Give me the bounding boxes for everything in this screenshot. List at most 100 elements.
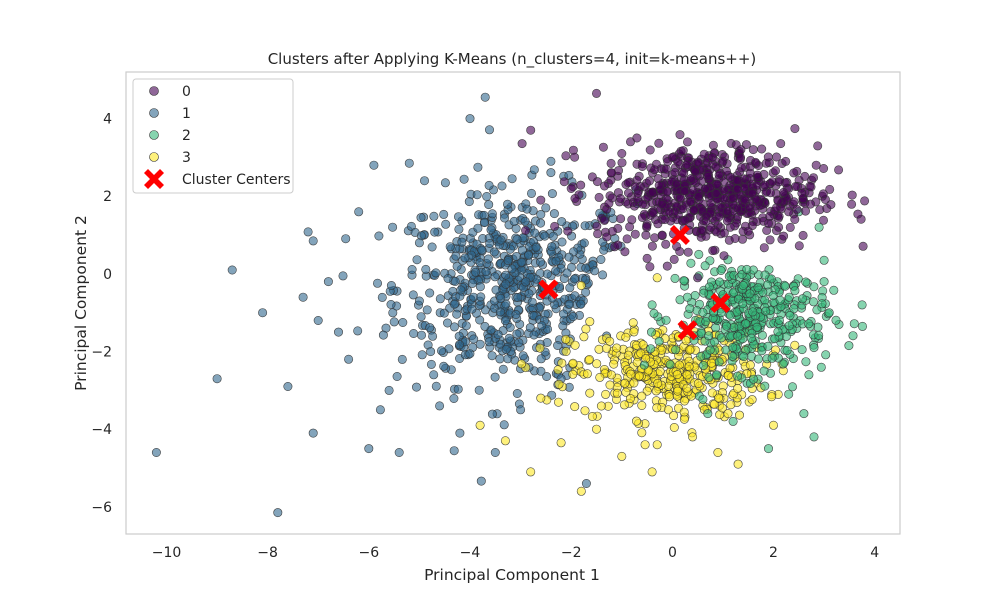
point-2 — [787, 382, 797, 392]
point-3 — [790, 340, 800, 350]
point-1 — [536, 366, 546, 376]
point-0 — [790, 124, 800, 134]
y-tick-label: 4 — [103, 112, 112, 128]
point-0 — [591, 88, 601, 98]
x-tick-label: −4 — [460, 545, 481, 561]
point-0 — [671, 179, 681, 189]
point-0 — [623, 178, 633, 188]
point-1 — [536, 218, 546, 228]
point-2 — [694, 249, 704, 259]
point-1 — [546, 156, 556, 166]
point-1 — [422, 305, 432, 315]
point-1 — [338, 271, 348, 281]
point-1 — [504, 333, 514, 343]
point-0 — [779, 187, 789, 197]
point-3 — [682, 370, 692, 380]
point-1 — [483, 254, 493, 264]
point-1 — [502, 199, 512, 209]
point-2 — [790, 286, 800, 296]
point-1 — [445, 242, 455, 252]
point-0 — [521, 226, 531, 236]
point-1 — [549, 209, 559, 219]
point-0 — [689, 205, 699, 215]
point-3 — [733, 459, 743, 469]
point-1 — [565, 299, 575, 309]
point-0 — [678, 204, 688, 214]
point-3 — [634, 371, 644, 381]
point-2 — [714, 357, 724, 367]
y-tick-label: 2 — [103, 189, 112, 205]
point-1 — [353, 326, 363, 336]
point-0 — [680, 186, 690, 196]
point-1 — [487, 209, 497, 219]
point-3 — [637, 400, 647, 410]
x-axis-label: Principal Component 1 — [424, 566, 600, 584]
point-0 — [774, 222, 784, 232]
point-1 — [537, 321, 547, 331]
point-3 — [553, 365, 563, 375]
point-2 — [809, 282, 819, 292]
point-0 — [699, 149, 709, 159]
point-1 — [412, 255, 422, 265]
point-2 — [665, 359, 675, 369]
point-1 — [313, 315, 323, 325]
point-1 — [416, 330, 426, 340]
point-1 — [490, 272, 500, 282]
point-0 — [661, 164, 671, 174]
point-1 — [431, 381, 441, 391]
point-1 — [521, 277, 531, 287]
point-2 — [797, 294, 807, 304]
point-1 — [531, 243, 541, 253]
point-2 — [797, 345, 807, 355]
point-3 — [584, 354, 594, 364]
point-1 — [500, 316, 510, 326]
point-0 — [606, 158, 616, 168]
point-1 — [414, 238, 424, 248]
point-0 — [642, 221, 652, 231]
point-2 — [728, 416, 738, 426]
point-1 — [481, 266, 491, 276]
point-1 — [375, 405, 385, 415]
point-3 — [612, 343, 622, 353]
series-3 — [475, 273, 800, 496]
point-2 — [639, 360, 649, 370]
point-2 — [661, 315, 671, 325]
point-0 — [719, 251, 729, 261]
point-1 — [562, 268, 572, 278]
point-0 — [708, 246, 718, 256]
legend-label-cluster-centers: Cluster Centers — [182, 172, 291, 188]
point-3 — [652, 273, 662, 283]
point-1 — [435, 294, 445, 304]
point-0 — [728, 193, 738, 203]
point-3 — [516, 359, 526, 369]
point-0 — [743, 226, 753, 236]
point-1 — [516, 405, 526, 415]
point-1 — [564, 252, 574, 262]
point-0 — [536, 195, 546, 205]
point-1 — [333, 327, 343, 337]
point-0 — [784, 207, 794, 217]
point-1 — [542, 337, 552, 347]
point-0 — [688, 186, 698, 196]
y-tick-label: −6 — [91, 500, 112, 516]
point-1 — [495, 339, 505, 349]
point-3 — [553, 397, 563, 407]
point-0 — [789, 168, 799, 178]
point-1 — [551, 256, 561, 266]
point-2 — [775, 295, 785, 305]
point-0 — [599, 215, 609, 225]
point-3 — [619, 400, 629, 410]
point-0 — [732, 184, 742, 194]
point-3 — [612, 388, 622, 398]
point-2 — [782, 345, 792, 355]
point-0 — [604, 199, 614, 209]
point-2 — [844, 341, 854, 351]
point-2 — [679, 276, 689, 286]
point-3 — [581, 324, 591, 334]
point-0 — [719, 185, 729, 195]
point-0 — [630, 229, 640, 239]
point-1 — [465, 349, 475, 359]
point-0 — [647, 241, 657, 251]
point-2 — [733, 371, 743, 381]
point-2 — [829, 285, 839, 295]
